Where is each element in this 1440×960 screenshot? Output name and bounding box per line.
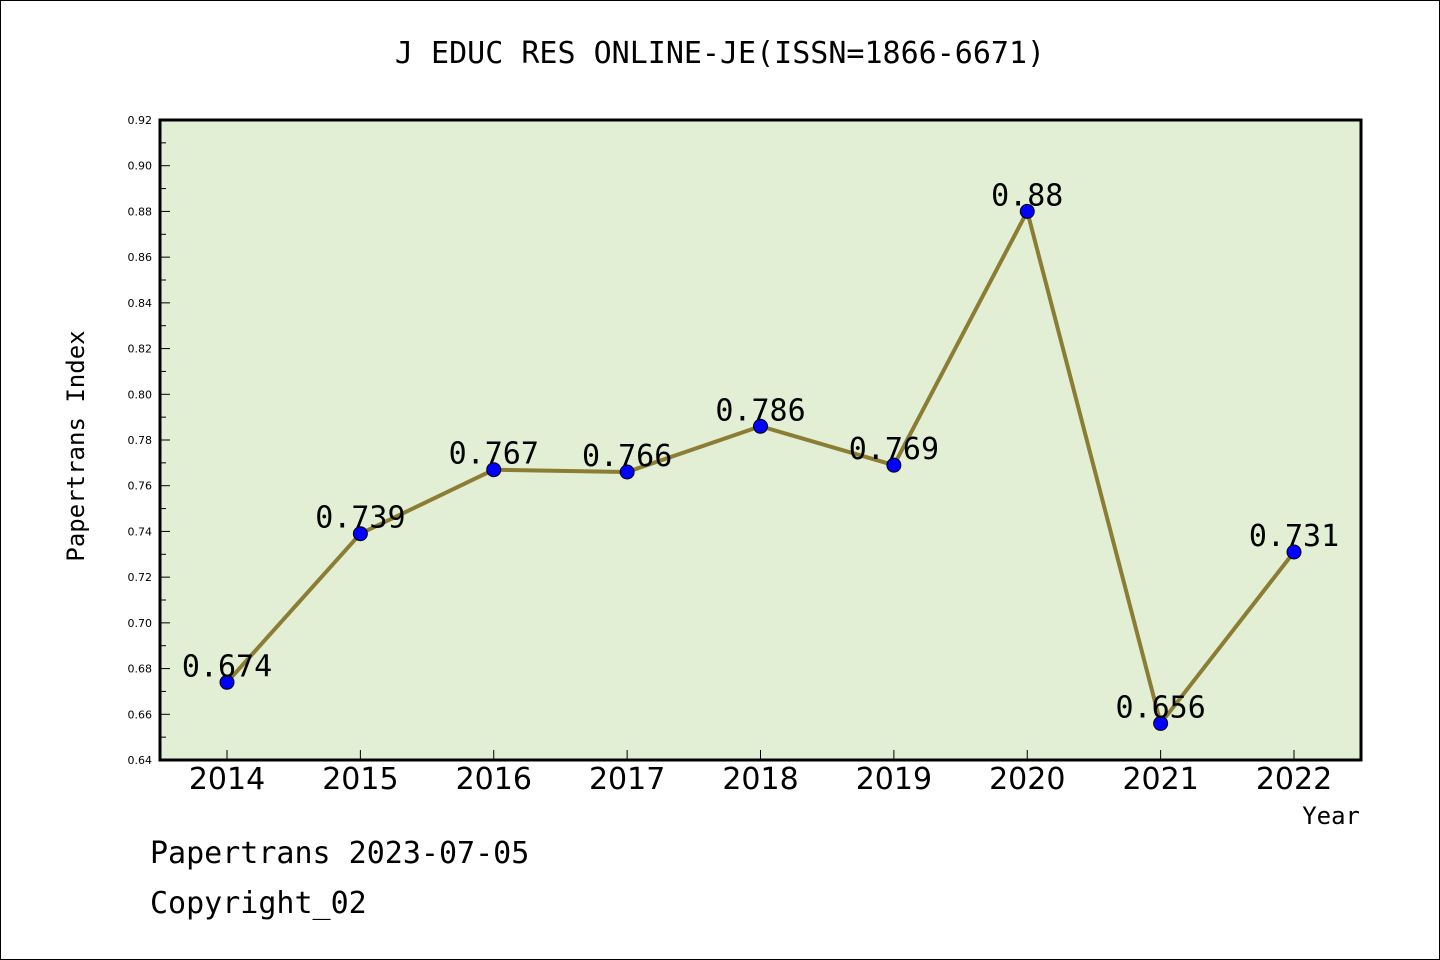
data-label: 0.739	[315, 501, 405, 536]
x-tick-label: 2017	[589, 762, 665, 797]
plot-area	[160, 120, 1361, 760]
x-tick-label: 2021	[1122, 762, 1198, 797]
data-point	[1019, 203, 1035, 219]
footer-date: Papertrans 2023-07-05	[150, 836, 530, 871]
y-tick-label: 0.90	[128, 160, 153, 173]
x-tick-label: 2022	[1256, 762, 1332, 797]
y-tick-label: 0.88	[128, 205, 153, 218]
footer-copyright: Copyright_02	[150, 886, 367, 921]
data-label: 0.88	[991, 178, 1063, 213]
y-tick-label: 0.84	[128, 297, 153, 310]
y-tick-label: 0.74	[128, 525, 153, 538]
data-point	[753, 418, 768, 434]
data-label: 0.767	[449, 437, 539, 472]
x-tick-label: 2018	[722, 762, 798, 797]
data-point	[886, 457, 902, 473]
data-label: 0.769	[849, 432, 939, 467]
data-point	[1153, 715, 1169, 731]
data-point	[352, 526, 368, 542]
data-point	[219, 674, 235, 690]
y-tick-label: 0.92	[128, 114, 153, 127]
y-tick-label: 0.72	[128, 571, 153, 584]
x-tick-label: 2019	[856, 762, 932, 797]
y-tick-label: 0.70	[128, 617, 153, 630]
x-tick-label: 2016	[456, 762, 532, 797]
y-tick-label: 0.80	[128, 388, 153, 401]
data-point	[486, 462, 502, 478]
data-label: 0.656	[1115, 690, 1205, 725]
x-axis-label: Year	[1302, 802, 1360, 830]
data-label: 0.674	[182, 649, 272, 684]
y-tick-label: 0.66	[128, 708, 153, 721]
x-tick-label: 2020	[989, 762, 1065, 797]
data-point	[1286, 544, 1302, 560]
y-tick-label: 0.64	[128, 754, 153, 767]
x-tick-label: 2015	[322, 762, 398, 797]
data-point	[619, 464, 635, 480]
y-tick-label: 0.86	[128, 251, 153, 264]
y-tick-label: 0.68	[128, 663, 153, 676]
chart-title: J EDUC RES ONLINE-JE(ISSN=1866-6671)	[394, 36, 1046, 71]
plot-border	[158, 118, 1363, 762]
x-tick-label: 2014	[189, 762, 265, 797]
y-tick-label: 0.76	[128, 480, 153, 493]
y-tick-label: 0.82	[128, 343, 153, 356]
data-label: 0.731	[1249, 519, 1339, 554]
y-tick-label: 0.78	[128, 434, 153, 447]
data-label: 0.766	[582, 439, 672, 474]
data-label: 0.786	[715, 393, 805, 428]
